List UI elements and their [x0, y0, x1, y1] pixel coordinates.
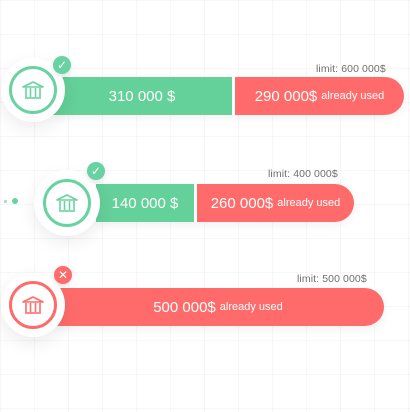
used-value-1: 290 000$: [254, 87, 318, 105]
bank-avatar-3[interactable]: [1, 273, 65, 337]
rejected-badge-3: ✕: [54, 266, 72, 284]
limit-label-2: limit: 400 000$: [268, 168, 338, 180]
used-suffix-2: already used: [277, 197, 341, 209]
account-row-3: limit: 500 000$ 500 000$ already used ✕: [0, 262, 410, 352]
limit-label-1: limit: 600 000$: [316, 63, 386, 75]
approved-badge-1: ✓: [53, 56, 71, 74]
check-icon: ✓: [90, 164, 102, 178]
bar-divider-1: [232, 77, 235, 115]
balance-bar-3: 500 000$ already used: [52, 288, 384, 326]
bank-avatar-ring-3: [9, 281, 57, 329]
used-value-2: 260 000$: [210, 194, 274, 212]
used-suffix-3: already used: [219, 301, 283, 313]
available-amount-2: 140 000 $: [96, 184, 194, 222]
available-amount-1: 310 000 $: [52, 77, 232, 115]
bank-icon: [56, 194, 78, 212]
bank-icon: [22, 81, 44, 99]
check-icon: ✓: [56, 58, 68, 72]
used-suffix-1: already used: [321, 90, 385, 102]
balance-bar-2: 140 000 $ 260 000$ already used: [96, 184, 354, 222]
approved-badge-2: ✓: [87, 162, 105, 180]
bank-avatar-ring-2: [43, 179, 91, 227]
balance-bar-1: 310 000 $ 290 000$ already used: [52, 77, 404, 115]
bar-divider-2: [194, 184, 197, 222]
bank-avatar-2[interactable]: [34, 170, 100, 236]
used-amount-3: 500 000$ already used: [52, 288, 384, 326]
close-icon: ✕: [57, 268, 69, 282]
timeline-dot-small: [4, 200, 7, 203]
bank-icon: [22, 296, 44, 314]
used-amount-2: 260 000$ already used: [197, 184, 354, 222]
account-row-2: limit: 400 000$ 140 000 $ 260 000$ alrea…: [0, 162, 410, 255]
bank-avatar-ring-1: [9, 66, 57, 114]
used-amount-1: 290 000$ already used: [235, 77, 404, 115]
used-value-3: 500 000$: [153, 298, 216, 316]
timeline-dot: [12, 198, 18, 204]
account-row-1: limit: 600 000$ 310 000 $ 290 000$ alrea…: [0, 56, 410, 136]
limit-label-3: limit: 500 000$: [297, 273, 367, 285]
